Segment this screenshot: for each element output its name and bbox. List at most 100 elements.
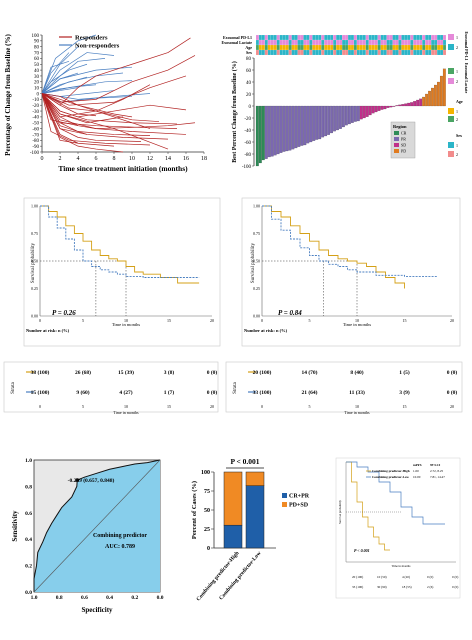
heatmap-cell (413, 39, 417, 46)
risk-value: 15 (39) (118, 369, 134, 376)
km-small-risk-value: 10 (50) (377, 575, 387, 579)
heatmap-cell (261, 39, 265, 46)
heatmap-cell (413, 44, 417, 51)
heatmap-cell (434, 34, 438, 41)
region-pr-swatch (394, 137, 399, 141)
waterfall-bars (255, 68, 446, 167)
spider-x-tick-label: 4 (77, 156, 80, 162)
roc-plot: 1.0 0.8 0.6 0.4 0.2 0.01.00.80.60.40.20.0 -0.… (11, 458, 164, 614)
km-left-frame (23, 197, 221, 347)
region-legend-title: Region (393, 124, 407, 129)
risk-value: 4 (27) (119, 389, 132, 396)
spider-plot: 1009080706050403020100-10-20-30-40-50-60… (4, 34, 207, 173)
heatmap-cell (347, 39, 352, 46)
side-sex-label-2: 2 (456, 152, 458, 157)
heatmap-cell (374, 44, 378, 51)
km-small-curve-high (346, 461, 390, 551)
heatmap-cell (428, 39, 432, 46)
waterfall-bar (282, 105, 286, 152)
legend-responders-label: Responders (75, 35, 108, 42)
km-x-tick-label: 5 (309, 318, 311, 323)
spider-y-tick-label: -100 (30, 151, 40, 156)
spider-y-tick-label: -30 (32, 110, 39, 115)
risk-value: 38 (100) (31, 369, 50, 376)
heatmap-cell (300, 49, 304, 56)
spider-x-ticks: 0 2 4 6 8 10 12 14 16 18 (41, 152, 207, 162)
waterfall-bar (264, 105, 268, 159)
heatmap-cell (365, 49, 369, 56)
heatmap-cell (333, 44, 337, 51)
heatmap-cell (333, 49, 337, 56)
heatmap-cell (392, 49, 396, 56)
risk-x-tick-label: 0 (261, 404, 263, 409)
waterfall-y-ticks: 80 60 40 20 0 -20 -40 -60 -80 -100 (242, 57, 254, 170)
risk-value: 21 (64) (301, 389, 317, 396)
heatmap-cell (294, 49, 298, 56)
heatmap-cell (330, 49, 334, 56)
heatmap-cell (294, 34, 298, 41)
waterfall-bar (401, 104, 405, 107)
heatmap-cell (285, 44, 289, 51)
risk-x-label: Time in months (113, 410, 139, 415)
km-curve-strata1 (262, 205, 405, 289)
waterfall-bar (267, 105, 271, 158)
waterfall-bar (353, 105, 357, 122)
heatmap-cell (315, 34, 319, 41)
waterfall-bar (365, 105, 369, 117)
heatmap-cell (386, 49, 390, 56)
stacked-legend-pdsd-label: PD+SD (289, 503, 309, 509)
waterfall-bar (389, 105, 393, 108)
heatmap-cell (362, 34, 366, 41)
heatmap-cell (291, 34, 295, 41)
heatmap-cell (309, 49, 313, 56)
spider-y-tick-label: 70 (34, 51, 40, 56)
spider-line-nonresponder (41, 58, 106, 94)
heatmap-cell (315, 49, 319, 56)
heatmap-cell (345, 39, 349, 46)
heatmap-cell (306, 49, 310, 56)
heatmap-cell (374, 34, 378, 41)
heatmap-cell (407, 49, 411, 56)
risk-value: 0 (0) (207, 389, 218, 396)
waterfall-bar (422, 96, 425, 107)
waterfall-bar (431, 87, 434, 107)
heatmap-cell (303, 39, 307, 46)
side-lactate-label-1: 1 (456, 69, 458, 74)
heatmap-cell (383, 44, 387, 51)
km-right-strata-label: Strata (233, 381, 238, 393)
heatmap-cell (422, 34, 426, 41)
km-small-stats-h2: 95%CI (430, 463, 441, 467)
heatmap-cell (312, 39, 316, 46)
waterfall-bar (303, 105, 307, 146)
km-small-risk-value: 20 (100) (352, 575, 363, 579)
heatmap-cell (440, 44, 444, 51)
side-age-swatch-1 (448, 108, 454, 114)
side-age-label-1: 1 (456, 109, 458, 114)
heatmap-cell (434, 39, 438, 46)
heatmap-cell (282, 34, 286, 41)
km-small-stat-low-m: 10.00 (413, 475, 421, 479)
heatmap-cell (374, 39, 378, 46)
heatmap-cell (380, 39, 384, 46)
heatmap-cell (377, 44, 381, 51)
spider-line-nonresponder (41, 72, 79, 94)
km-small-stat-high-ci: 2.72, 8.25 (430, 469, 444, 474)
roc-x-tick-label: 0.8 (56, 595, 63, 601)
km-small-y-label: Survival probability (338, 499, 342, 524)
spider-y-tick-label: -80 (32, 139, 39, 144)
heatmap-cell (303, 49, 307, 56)
heatmap-cell (353, 39, 357, 46)
waterfall-bar (321, 105, 325, 138)
risk-x-tick-label: 0 (39, 404, 41, 409)
spider-x-tick-label: 18 (201, 156, 207, 162)
km-x-tick-label: 0 (261, 318, 263, 323)
waterfall-bar (359, 105, 363, 120)
spider-y-tick-label: -10 (32, 98, 39, 103)
side-age-label-2: 2 (456, 117, 458, 122)
km-x-tick-label: 15 (403, 318, 407, 323)
heatmap-cell (437, 49, 441, 56)
spider-x-tick-label: 12 (147, 156, 153, 162)
heatmap-cell (347, 34, 352, 41)
roc-curve (33, 459, 161, 592)
waterfall-y-tick-label: 80 (246, 57, 252, 62)
